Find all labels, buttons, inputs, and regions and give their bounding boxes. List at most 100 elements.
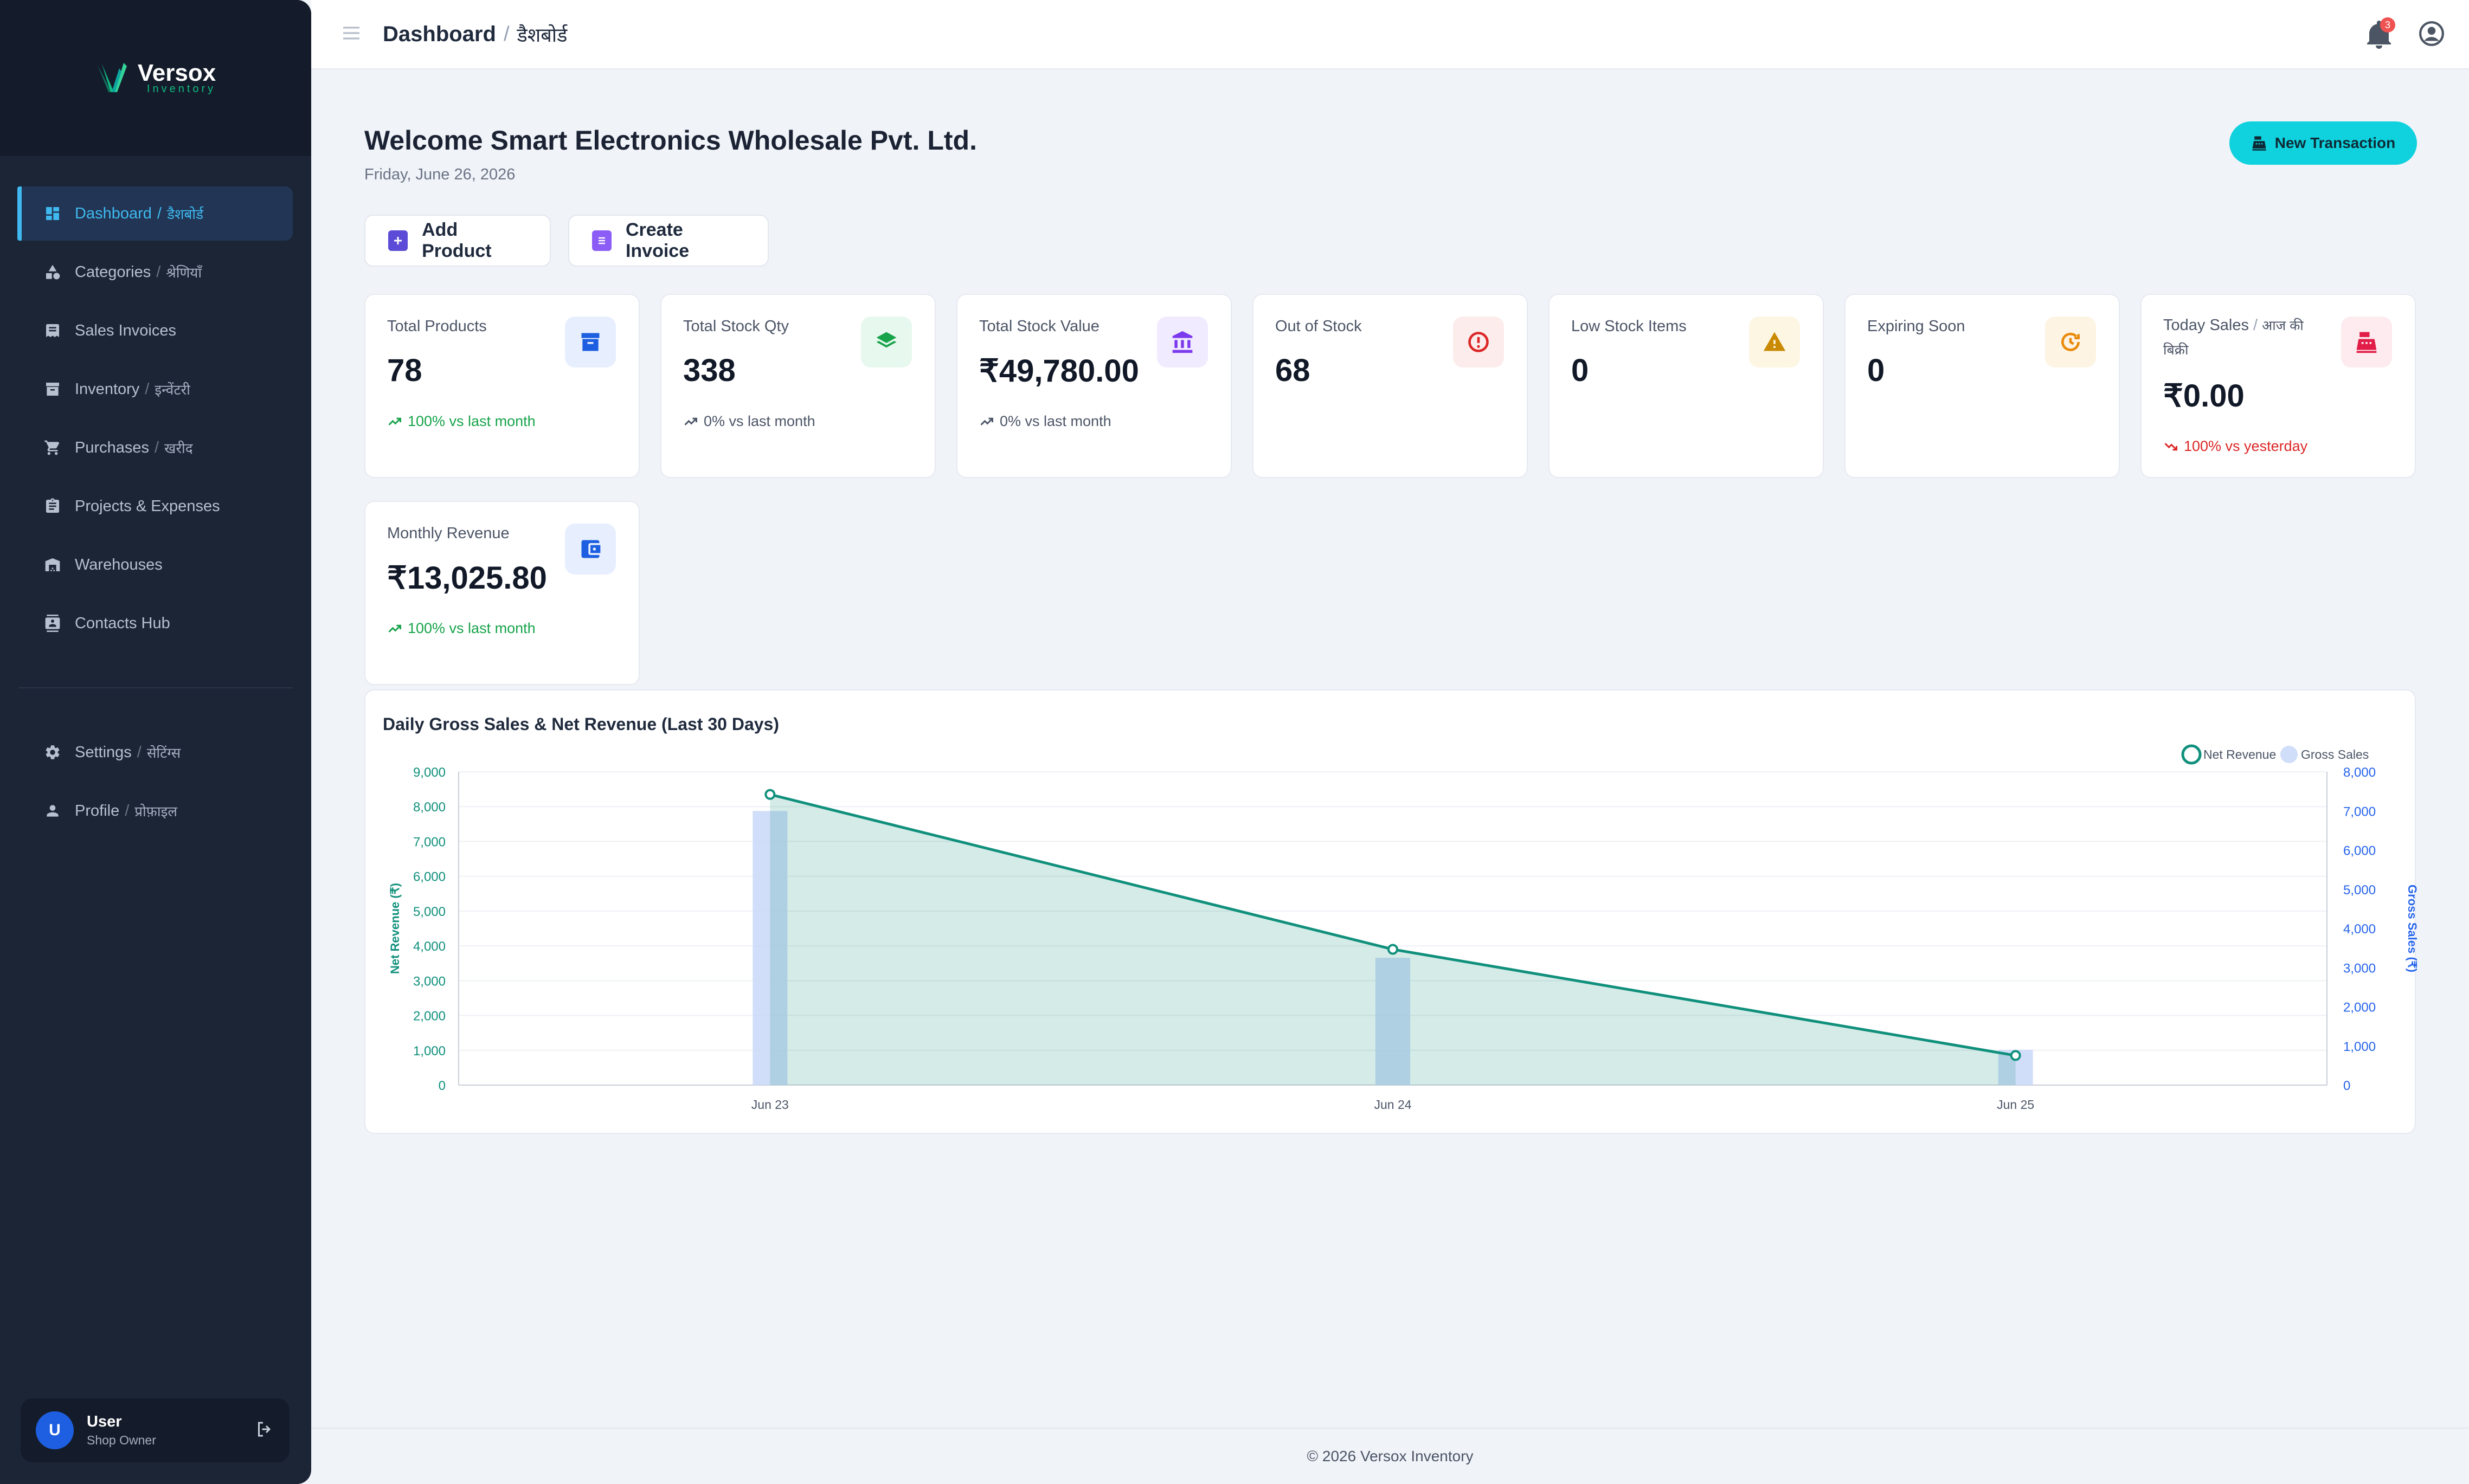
stat-card-total-stock-qty[interactable]: Total Stock Qty 338 0% vs last month	[660, 294, 936, 478]
y2-tick-label: 1,000	[2343, 1040, 2376, 1054]
receipt-icon	[43, 321, 62, 340]
sidebar-item-label: Sales Invoices	[75, 321, 176, 339]
sidebar-item-profile[interactable]: Profile / प्रोफ़ाइल	[17, 784, 293, 838]
warning-icon	[1749, 317, 1800, 367]
archive-icon	[43, 380, 62, 398]
stat-value: ₹49,780.00	[979, 353, 1139, 389]
sidebar-item-projects-expenses[interactable]: Projects & Expenses	[17, 479, 293, 533]
y-tick-label: 5,000	[413, 905, 446, 919]
stat-trend-text: 100% vs yesterday	[2184, 438, 2308, 454]
stat-trend-text: 0% vs last month	[704, 413, 815, 429]
warehouse-icon	[43, 556, 62, 574]
x-tick-label: Jun 25	[1997, 1098, 2034, 1112]
stat-label: Today Sales / आज की बिक्री	[2163, 313, 2326, 362]
label-separator: /	[155, 438, 159, 456]
y-tick-label: 1,000	[413, 1044, 446, 1059]
sidebar-item-inventory[interactable]: Inventory / इन्वेंटरी	[17, 362, 293, 416]
contacts-icon	[43, 614, 62, 633]
sidebar-item-settings[interactable]: Settings / सेटिंग्स	[17, 725, 293, 779]
cart-icon	[43, 438, 62, 457]
sidebar-item-hindi-label: श्रेणियाँ	[166, 264, 202, 281]
sidebar-item-purchases[interactable]: Purchases / खरीद	[17, 421, 293, 475]
chart-title: Daily Gross Sales & Net Revenue (Last 30…	[383, 714, 779, 734]
stat-label-text: Today Sales	[2163, 317, 2249, 334]
menu-toggle-icon[interactable]	[340, 22, 362, 47]
invoice-icon	[592, 230, 612, 251]
stat-card-out-of-stock[interactable]: Out of Stock 68	[1252, 294, 1528, 478]
app-name: Versox	[137, 59, 216, 86]
new-transaction-label: New Transaction	[2274, 134, 2396, 151]
versox-logo-icon	[97, 63, 127, 92]
stat-card-expiring-soon[interactable]: Expiring Soon 0	[1844, 294, 2120, 478]
label-separator: /	[125, 802, 130, 820]
stat-card-total-products[interactable]: Total Products 78 100% vs last month	[364, 294, 640, 478]
legend-label: Net Revenue	[2203, 747, 2276, 762]
y2-tick-label: 7,000	[2343, 804, 2376, 819]
sidebar-item-label: Categories	[75, 263, 151, 281]
create-invoice-button[interactable]: Create Invoice	[568, 215, 769, 267]
footer: © 2026 Versox Inventory	[311, 1428, 2469, 1484]
legend-swatch-net-revenue	[2181, 744, 2202, 765]
archive-box-icon	[565, 317, 616, 367]
stat-trend: 0% vs last month	[683, 413, 815, 430]
sidebar: Versox Inventory Dashboard / डैशबोर्ड Ca…	[0, 0, 311, 1484]
clock-refresh-icon	[2045, 317, 2096, 367]
stat-value: ₹13,025.80	[387, 560, 547, 596]
label-separator: /	[157, 204, 162, 222]
new-transaction-button[interactable]: New Transaction	[2229, 121, 2417, 165]
stat-label: Total Stock Value	[979, 318, 1100, 335]
y2-tick-label: 4,000	[2343, 922, 2376, 937]
sidebar-item-contacts-hub[interactable]: Contacts Hub	[17, 596, 293, 650]
point-net-revenue	[1387, 944, 1398, 955]
stat-card-low-stock-items[interactable]: Low Stock Items 0	[1548, 294, 1824, 478]
sidebar-item-warehouses[interactable]: Warehouses	[17, 538, 293, 592]
current-date: Friday, June 26, 2026	[364, 166, 516, 183]
logout-icon[interactable]	[255, 1420, 274, 1442]
trend-up-icon	[388, 624, 401, 633]
app-subtitle: Inventory	[146, 82, 216, 95]
page-title-hindi: डैशबोर्ड	[517, 23, 568, 46]
stat-card-today-sales[interactable]: Today Sales / आज की बिक्री ₹0.00 100% vs y…	[2140, 294, 2416, 478]
avatar[interactable]: U	[36, 1411, 74, 1449]
stat-label: Expiring Soon	[1867, 318, 1965, 335]
sidebar-item-label: Dashboard	[75, 204, 152, 222]
stat-card-monthly-revenue[interactable]: Monthly Revenue ₹13,025.80 100% vs last …	[364, 501, 640, 685]
stat-trend-text: 0% vs last month	[1000, 413, 1111, 429]
trend-up-icon	[980, 417, 993, 425]
y-tick-label: 3,000	[413, 974, 446, 989]
sidebar-item-hindi-label: सेटिंग्स	[146, 745, 181, 761]
trend-up-icon	[684, 417, 697, 425]
y-axis-label: Net Revenue (₹)	[388, 883, 402, 974]
sidebar-item-hindi-label: खरीद	[164, 440, 193, 456]
sidebar-item-label: Inventory	[75, 380, 140, 398]
create-invoice-label: Create Invoice	[625, 220, 690, 261]
stat-trend: 100% vs yesterday	[2163, 438, 2307, 455]
stat-label: Monthly Revenue	[387, 525, 510, 542]
sidebar-item-sales-invoices[interactable]: Sales Invoices	[17, 304, 293, 358]
layers-icon	[861, 317, 912, 367]
app-logo[interactable]: Versox Inventory	[95, 61, 216, 95]
add-product-button[interactable]: Add Product	[364, 215, 551, 267]
y-tick-label: 6,000	[413, 870, 446, 885]
label-separator: /	[156, 263, 161, 281]
gear-icon	[43, 743, 62, 762]
sidebar-item-label: Contacts Hub	[75, 614, 170, 632]
stat-value: 68	[1275, 353, 1310, 388]
sidebar-divider	[18, 687, 293, 688]
account-icon[interactable]	[2418, 20, 2445, 50]
user-role: Shop Owner	[87, 1433, 156, 1447]
plus-icon	[388, 230, 408, 251]
wallet-icon	[565, 524, 616, 575]
area-net-revenue	[770, 794, 2016, 1085]
sidebar-item-categories[interactable]: Categories / श्रेणियाँ	[17, 245, 293, 299]
y-tick-label: 7,000	[413, 835, 446, 849]
breadcrumb-separator: /	[503, 22, 510, 46]
notifications-button[interactable]: 3	[2366, 17, 2395, 50]
sidebar-item-dashboard[interactable]: Dashboard / डैशबोर्ड	[17, 186, 293, 241]
y-tick-label: 0	[439, 1079, 446, 1093]
stat-card-total-stock-value[interactable]: Total Stock Value ₹49,780.00 0% vs last …	[956, 294, 1232, 478]
user-card: U User Shop Owner	[21, 1398, 290, 1462]
sidebar-item-hindi-label: इन्वेंटरी	[155, 382, 190, 398]
y-tick-label: 2,000	[413, 1009, 446, 1024]
sidebar-item-hindi-label: डैशबोर्ड	[166, 206, 204, 222]
